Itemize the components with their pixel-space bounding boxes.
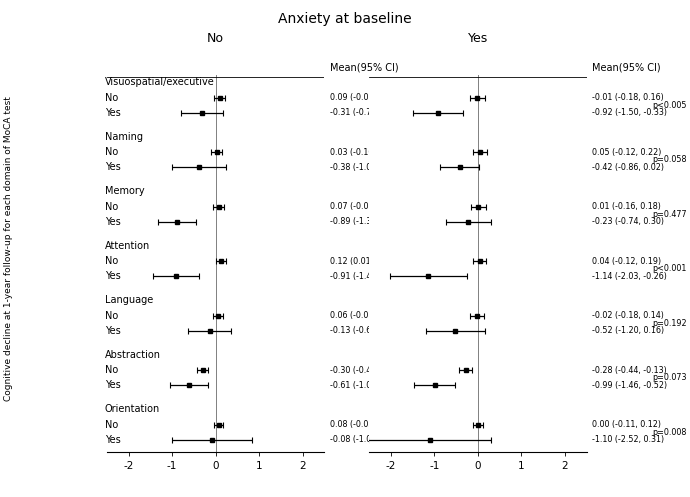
Text: -0.42 (-0.86, 0.02): -0.42 (-0.86, 0.02) (592, 163, 664, 172)
Text: -0.01 (-0.18, 0.16): -0.01 (-0.18, 0.16) (592, 93, 664, 102)
Text: Yes: Yes (105, 271, 121, 281)
Text: -0.30 (-0.43, -0.17): -0.30 (-0.43, -0.17) (330, 366, 404, 375)
Text: -0.91 (-1.43, -0.38): -0.91 (-1.43, -0.38) (330, 272, 404, 281)
Text: 0.08 (-0.03, 0.18): 0.08 (-0.03, 0.18) (330, 420, 398, 429)
Text: No: No (105, 202, 118, 212)
Text: Anxiety at baseline: Anxiety at baseline (278, 12, 412, 26)
Text: Orientation: Orientation (105, 404, 160, 414)
Text: 0.12 (0.01, 0.23): 0.12 (0.01, 0.23) (330, 256, 396, 265)
Text: Mean(95% CI): Mean(95% CI) (592, 62, 660, 72)
Text: Yes: Yes (105, 326, 121, 336)
Text: -0.52 (-1.20, 0.16): -0.52 (-1.20, 0.16) (592, 327, 664, 335)
Text: 0.05 (-0.12, 0.22): 0.05 (-0.12, 0.22) (592, 148, 661, 157)
Text: p<0.001: p<0.001 (391, 210, 425, 219)
Text: p<0.005: p<0.005 (653, 101, 687, 110)
Text: -0.31 (-0.79, 0.17): -0.31 (-0.79, 0.17) (330, 108, 402, 117)
Text: Naming: Naming (105, 132, 143, 142)
Text: 0.00 (-0.11, 0.12): 0.00 (-0.11, 0.12) (592, 420, 661, 429)
Text: -1.10 (-2.52, 0.31): -1.10 (-2.52, 0.31) (592, 435, 664, 444)
Text: Attention: Attention (105, 241, 150, 251)
Text: p=0.114: p=0.114 (391, 101, 425, 110)
Text: 0.09 (-0.03, 0.21): 0.09 (-0.03, 0.21) (330, 93, 399, 102)
Text: No: No (105, 147, 118, 157)
Text: 0.03 (-0.10, 0.15): 0.03 (-0.10, 0.15) (330, 148, 399, 157)
Text: Yes: Yes (105, 108, 121, 118)
Text: p=0.058: p=0.058 (653, 155, 687, 165)
Text: 0.07 (-0.05, 0.20): 0.07 (-0.05, 0.20) (330, 202, 399, 211)
Text: -0.23 (-0.74, 0.30): -0.23 (-0.74, 0.30) (592, 218, 664, 227)
Text: 0.04 (-0.12, 0.19): 0.04 (-0.12, 0.19) (592, 256, 661, 265)
Text: -1.14 (-2.03, -0.26): -1.14 (-2.03, -0.26) (592, 272, 667, 281)
Text: Yes: Yes (105, 435, 121, 445)
Text: p=0.265: p=0.265 (391, 319, 425, 328)
Text: Mean(95% CI): Mean(95% CI) (330, 62, 398, 72)
Text: p<0.001: p<0.001 (653, 264, 687, 273)
Text: -0.28 (-0.44, -0.13): -0.28 (-0.44, -0.13) (592, 366, 667, 375)
Text: -0.92 (-1.50, -0.33): -0.92 (-1.50, -0.33) (592, 108, 667, 117)
Text: p=0.100: p=0.100 (391, 155, 425, 165)
Text: Yes: Yes (105, 163, 121, 172)
Text: Yes: Yes (105, 217, 121, 227)
Text: p=0.477: p=0.477 (653, 210, 687, 219)
Text: p=0.073: p=0.073 (653, 373, 687, 382)
Text: p=0.008: p=0.008 (653, 428, 687, 437)
Text: -0.89 (-1.32, -0.46): -0.89 (-1.32, -0.46) (330, 218, 404, 227)
Text: Language: Language (105, 295, 153, 305)
Text: No: No (105, 365, 118, 375)
Text: p=0.426: p=0.426 (391, 428, 425, 437)
Text: Memory: Memory (105, 186, 144, 196)
Text: 0.06 (-0.07, 0.18): 0.06 (-0.07, 0.18) (330, 311, 399, 320)
Text: Yes: Yes (105, 381, 121, 391)
Text: Abstraction: Abstraction (105, 350, 161, 360)
Text: No: No (105, 92, 118, 102)
Text: -0.13 (-0.63, 0.36): -0.13 (-0.63, 0.36) (330, 327, 402, 335)
Text: p<0.001: p<0.001 (391, 264, 425, 273)
Text: No: No (105, 311, 118, 321)
Text: Cognitive decline at 1-year follow-up for each domain of MoCA test: Cognitive decline at 1-year follow-up fo… (3, 96, 13, 401)
Text: p=0.192: p=0.192 (653, 319, 687, 328)
Text: Yes: Yes (468, 32, 488, 45)
Text: No: No (105, 256, 118, 266)
Text: No: No (207, 32, 224, 45)
Text: -0.61 (-1.04, -0.17): -0.61 (-1.04, -0.17) (330, 381, 404, 390)
Text: -0.08 (-1.00, 0.84): -0.08 (-1.00, 0.84) (330, 435, 402, 444)
Text: -0.02 (-0.18, 0.14): -0.02 (-0.18, 0.14) (592, 311, 664, 320)
Text: -0.38 (-1.01, 0.25): -0.38 (-1.01, 0.25) (330, 163, 402, 172)
Text: 0.01 (-0.16, 0.18): 0.01 (-0.16, 0.18) (592, 202, 660, 211)
Text: -0.99 (-1.46, -0.52): -0.99 (-1.46, -0.52) (592, 381, 667, 390)
Text: p=0.175: p=0.175 (391, 373, 425, 382)
Text: No: No (105, 419, 118, 429)
Text: Visuospatial/executive: Visuospatial/executive (105, 77, 215, 87)
